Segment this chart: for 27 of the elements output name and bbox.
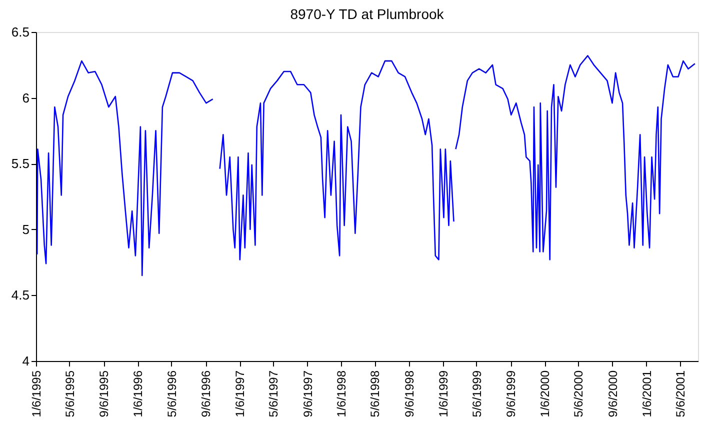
x-tick-label: 9/6/1999 (504, 370, 518, 418)
x-tick-label: 9/6/1997 (300, 370, 315, 418)
chart-title: 8970-Y TD at Plumbrook (290, 6, 445, 22)
x-tick-label: 1/6/1997 (233, 370, 248, 418)
x-tick-label: 9/6/1998 (402, 370, 416, 418)
x-tick-label: 9/6/1996 (199, 370, 214, 418)
x-tick-label: 1/6/1995 (30, 370, 44, 418)
x-tick-label: 5/6/1997 (266, 370, 281, 418)
x-tick-label: 5/6/2000 (572, 370, 586, 418)
x-tick-label: 5/6/1999 (470, 370, 484, 418)
x-tick-label: 1/6/1996 (131, 370, 146, 418)
y-tick-label: 4.5 (11, 288, 30, 303)
x-tick-label: 1/6/2001 (640, 370, 654, 418)
y-tick-label: 5 (22, 222, 30, 237)
x-tick-label: 5/6/1996 (164, 370, 179, 418)
x-tick-label: 1/6/2000 (538, 370, 552, 418)
x-tick-label: 5/6/1995 (62, 370, 77, 418)
x-tick-label: 5/6/1998 (368, 370, 382, 418)
x-tick-label: 1/6/1998 (334, 370, 349, 418)
x-tick-label: 9/6/2000 (606, 370, 620, 418)
y-tick-label: 5.5 (11, 156, 30, 172)
y-tick-label: 4 (22, 354, 30, 368)
x-tick-label: 9/6/1995 (97, 370, 112, 418)
x-tick-label: 5/6/2001 (673, 370, 688, 418)
x-tick-label: 1/6/1999 (436, 370, 450, 418)
y-tick-label: 6 (22, 90, 30, 106)
y-tick-label: 6.5 (11, 24, 30, 40)
